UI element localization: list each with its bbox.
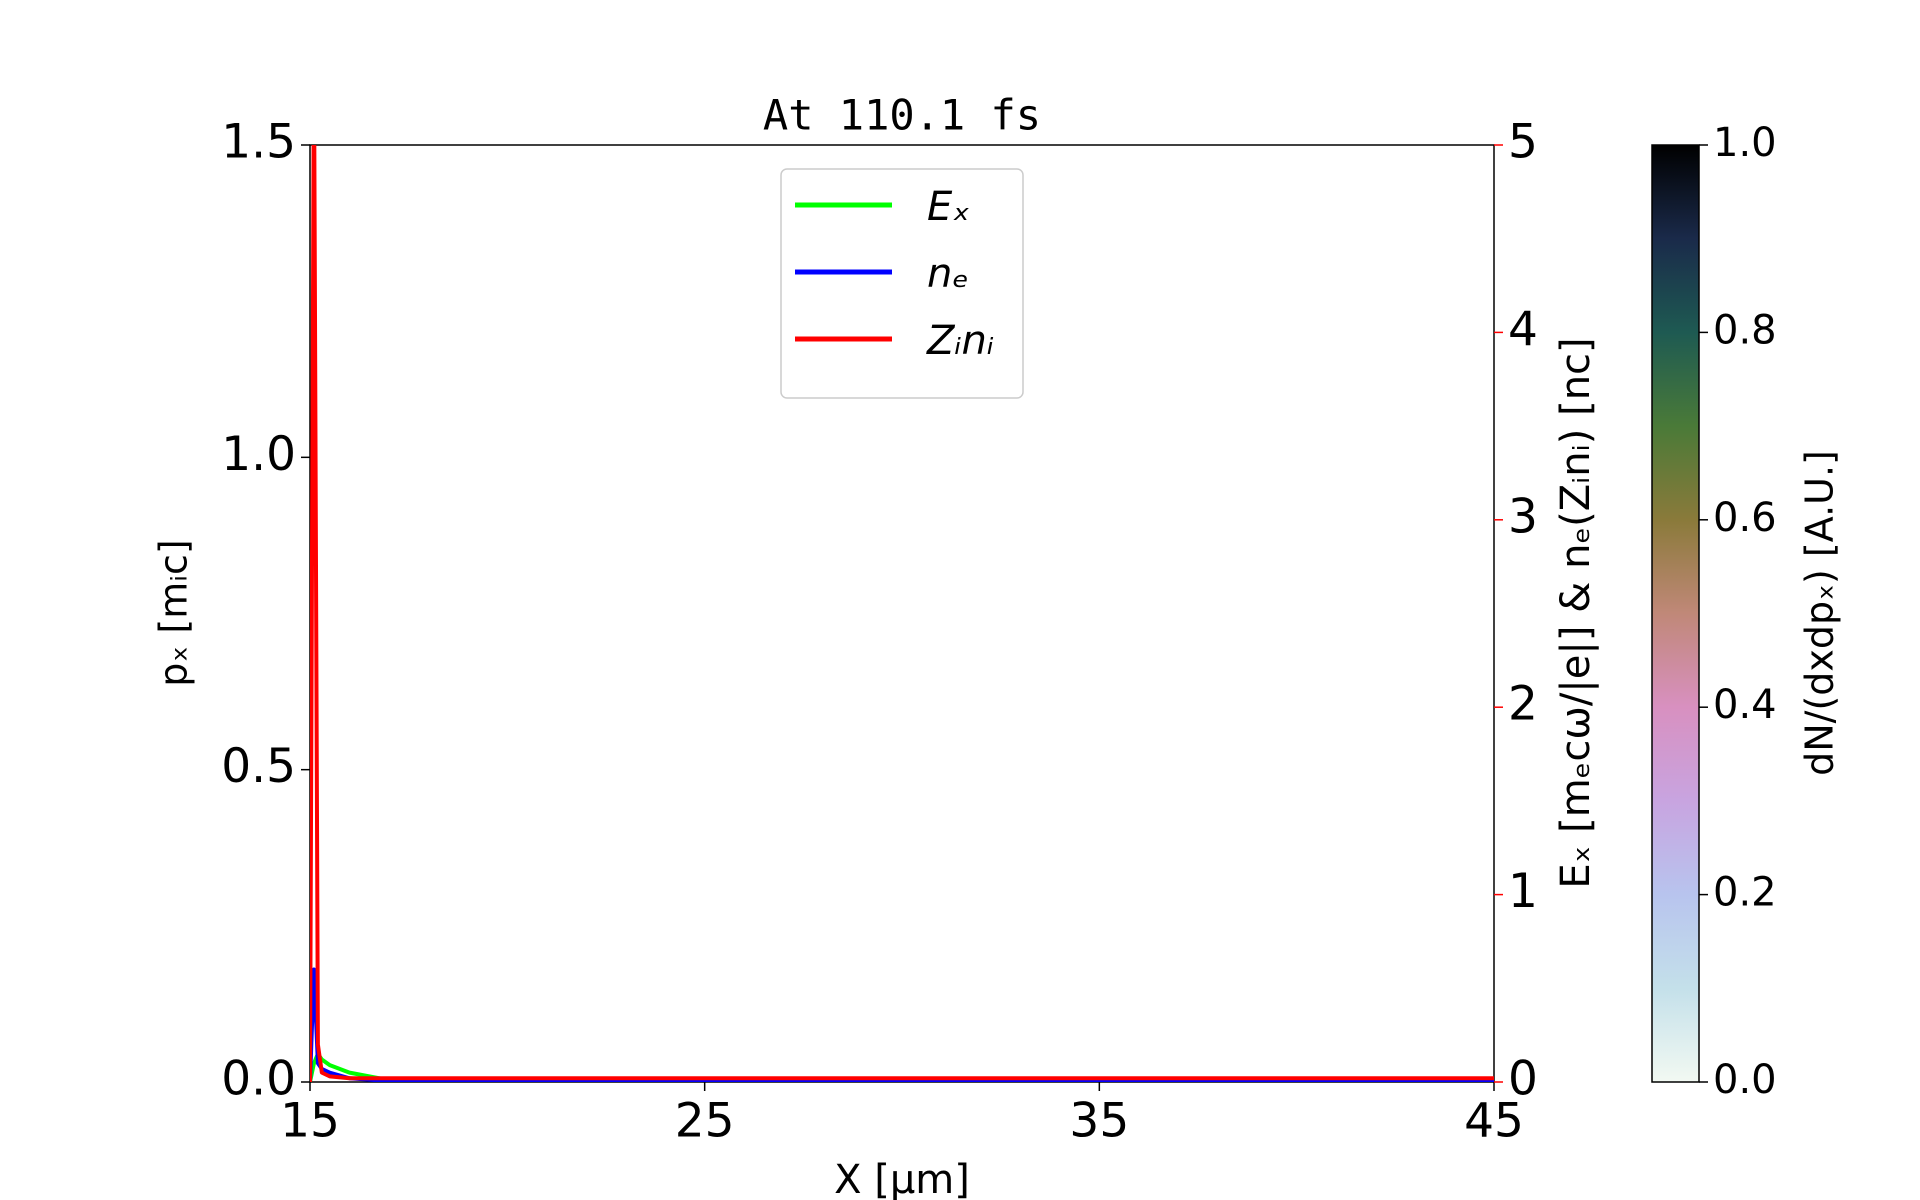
colorbar-tick-label: 0.0 bbox=[1713, 1057, 1777, 1103]
x-tick-label: 45 bbox=[1464, 1094, 1524, 1149]
series-group bbox=[310, 145, 1494, 1082]
colorbar-tick-label: 0.8 bbox=[1713, 307, 1777, 353]
legend: Eₓ nₑ Zᵢnᵢ bbox=[780, 168, 1024, 399]
colorbar-tick-label: 0.6 bbox=[1713, 495, 1777, 541]
colorbar-tick-label: 0.2 bbox=[1713, 870, 1777, 916]
y-tick-label: 0.0 bbox=[221, 1052, 296, 1107]
x-axis-label: X [μm] bbox=[834, 1157, 970, 1200]
y2-tick-label: 5 bbox=[1508, 115, 1538, 170]
y2-tick-label: 4 bbox=[1508, 302, 1538, 357]
y-tick-label: 0.5 bbox=[221, 739, 296, 794]
y2-tick-label: 0 bbox=[1508, 1052, 1538, 1107]
y2-tick-label: 2 bbox=[1508, 677, 1538, 732]
x-tick-label: 15 bbox=[280, 1094, 340, 1149]
legend-label: nₑ bbox=[927, 251, 969, 297]
series-line bbox=[310, 145, 1494, 1082]
x-tick-label: 35 bbox=[1069, 1094, 1129, 1149]
y2-tick-label: 1 bbox=[1508, 864, 1538, 919]
y2-tick-label: 3 bbox=[1508, 489, 1538, 544]
colorbar-tick-label: 0.4 bbox=[1713, 682, 1777, 728]
y-tick-label: 1.0 bbox=[221, 427, 296, 482]
legend-label: Zᵢnᵢ bbox=[926, 318, 994, 364]
legend-label: Eₓ bbox=[927, 184, 970, 230]
y-tick-label: 1.5 bbox=[221, 115, 296, 170]
colorbar-label: dN/(dxdpₓ) [A.U.] bbox=[1798, 450, 1842, 776]
y2-axis-label: Eₓ [mₑcω/|e|] & nₑ(Zᵢnᵢ) [nc] bbox=[1553, 337, 1599, 888]
x-tick-label: 25 bbox=[675, 1094, 735, 1149]
colorbar bbox=[1651, 144, 1700, 1083]
chart-title: At 110.1 fs bbox=[763, 91, 1041, 140]
colorbar-tick-label: 1.0 bbox=[1713, 120, 1777, 166]
y-axis-label: pₓ [mᵢc] bbox=[152, 539, 196, 686]
